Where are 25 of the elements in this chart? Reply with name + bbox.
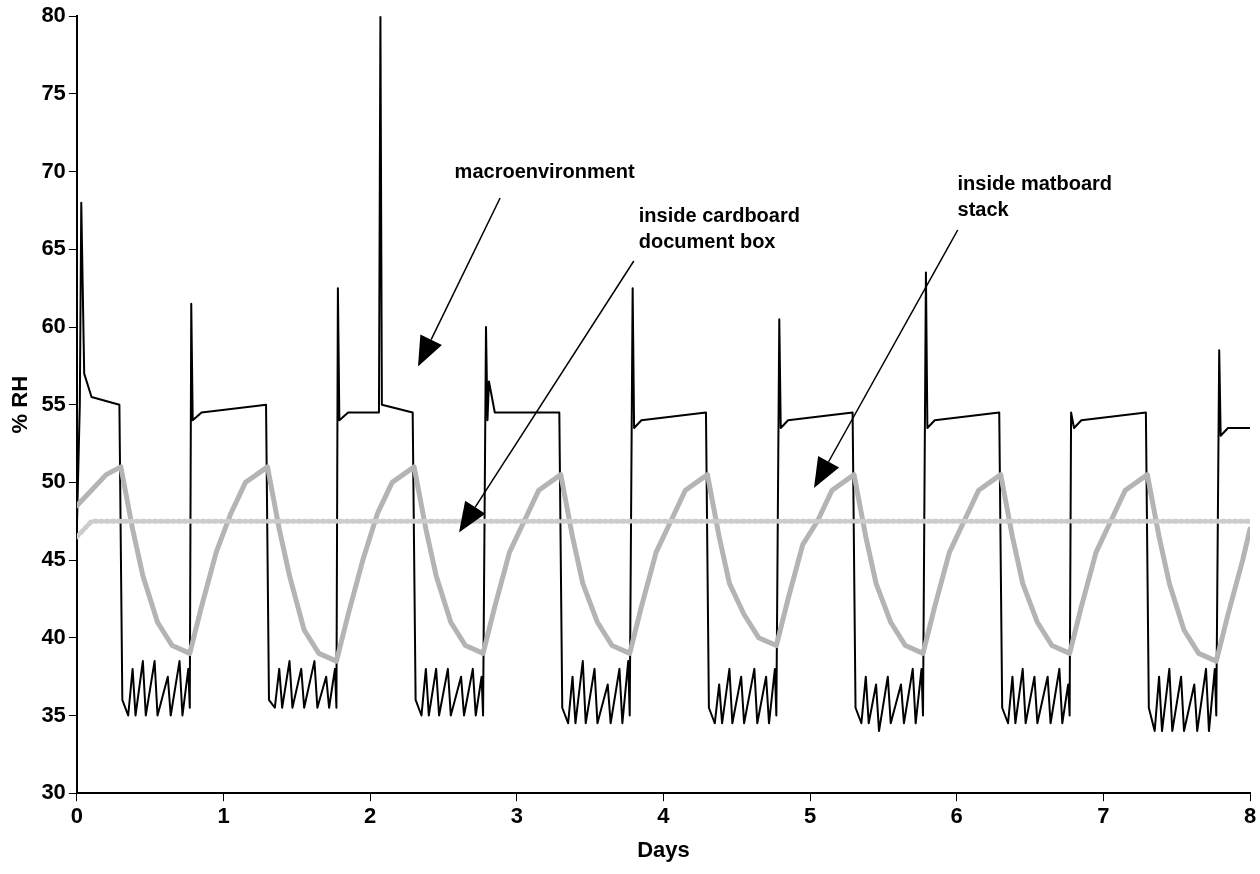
x-tick-label: 0 — [70, 803, 83, 829]
y-tick-label: 60 — [41, 313, 66, 339]
y-tick-label: 75 — [41, 79, 66, 105]
y-tick-label: 65 — [41, 235, 66, 261]
annotation: inside cardboard document box — [638, 203, 800, 252]
x-tick-label: 7 — [1097, 803, 1110, 829]
x-tick-label: 2 — [364, 803, 377, 829]
y-tick-label: 35 — [41, 701, 66, 727]
y-tick-label: 70 — [41, 157, 66, 183]
y-tick-label: 50 — [41, 468, 66, 494]
annotation: inside matboard stack — [957, 172, 1113, 221]
x-tick-label: 8 — [1243, 803, 1257, 829]
annotation: macroenvironment — [454, 159, 636, 182]
y-axis-title: % RH — [7, 375, 33, 434]
x-tick-label: 5 — [803, 803, 817, 829]
y-tick-label: 45 — [41, 546, 66, 572]
y-tick-label: 80 — [41, 2, 66, 28]
y-tick-label: 40 — [41, 623, 66, 649]
x-axis-title: Days — [637, 836, 690, 862]
x-tick-label: 4 — [657, 803, 671, 829]
x-tick-label: 6 — [950, 803, 963, 829]
y-tick-label: 30 — [41, 779, 66, 805]
y-tick-label: 55 — [41, 390, 66, 416]
x-tick-label: 1 — [217, 803, 230, 829]
x-tick-label: 3 — [510, 803, 523, 829]
